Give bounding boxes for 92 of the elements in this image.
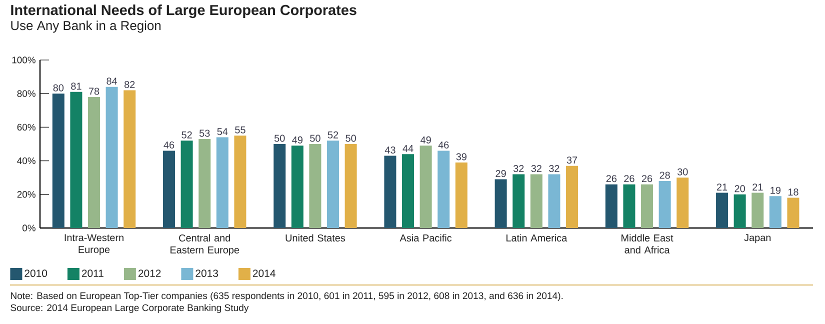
y-tick-label: 20% [17,191,36,198]
bar [124,90,136,228]
bar [70,92,82,228]
bar [734,194,746,228]
data-label: 19 [770,186,780,194]
data-label: 21 [716,184,728,191]
y-tick-label: 0% [22,224,36,232]
data-label: 30 [677,168,688,176]
bar [676,178,689,228]
legend-label: 2014 [252,270,276,278]
bar [52,94,64,228]
legend-label: 2012 [138,270,161,278]
bar [163,150,176,228]
y-tick-label: 60% [17,124,36,131]
bar [216,137,228,228]
data-label: 49 [420,136,431,144]
bar [327,140,340,228]
source-note: Source: 2014 European Large Corporate Banking Study [10,304,249,313]
data-label: 18 [788,188,798,196]
bar [716,192,728,228]
data-label: 26 [642,175,652,182]
data-label: 53 [199,130,210,137]
x-tick-label: Japan [744,234,771,244]
y-tick-label: 80% [17,90,36,97]
data-label: 82 [124,80,135,88]
bar [605,184,618,228]
x-tick-label: Central and Eastern Europe [170,234,240,256]
bar [438,150,450,228]
data-label: 26 [606,175,617,182]
bar [198,138,211,228]
y-tick-label: 40% [17,157,36,164]
data-label: 26 [624,175,634,182]
data-label: 55 [235,126,246,134]
bar [402,154,414,228]
data-label: 78 [88,88,100,95]
legend-label: 2011 [82,270,104,278]
bar [787,198,800,228]
data-label: 46 [164,141,174,149]
bar [106,86,118,228]
y-tick-label: 100% [12,56,36,64]
data-label: 80 [53,84,64,92]
data-label: 52 [328,131,338,138]
data-label: 32 [513,164,524,172]
bar [530,174,542,228]
data-label: 29 [496,170,506,178]
data-label: 52 [182,131,192,138]
bar [180,140,193,228]
bar [344,144,357,228]
data-label: 84 [106,78,118,85]
x-tick-label: United States [286,234,346,242]
data-label: 39 [456,153,466,160]
bar [274,144,286,228]
bar [623,184,636,228]
text: Note: Based on European Top-Tier companies (635 respondents in 2010, 601 in 2011, 595 in 2012, 608 in 2013, and 636 in 2014). [10,292,563,301]
data-label: 32 [531,164,542,172]
bar [309,144,322,228]
chart-title: International Needs of Large European Corporates [11,4,356,18]
data-label: 37 [566,156,578,164]
data-label: 50 [310,134,320,142]
bar [494,179,507,228]
bar [752,192,764,228]
x-tick-label: Middle East and Africa [622,234,674,254]
bar [88,96,100,228]
chart-subtitle: Use Any Bank in a Region [11,20,161,33]
data-label: 44 [402,145,414,152]
data-label: 32 [549,164,560,172]
data-label: 28 [660,172,670,179]
bar [420,146,432,228]
bar [455,162,468,228]
legend-label: 2010 [24,270,48,278]
data-label: 21 [752,184,763,191]
bar [291,146,304,228]
data-label: 81 [71,82,82,90]
x-tick-label: Asia Pacific [400,234,452,242]
bar [384,156,396,228]
bar [641,184,654,228]
bar [658,180,671,228]
legend-label: 2013 [196,270,218,278]
data-label: 50 [274,134,285,142]
bar [548,174,560,228]
x-tick-label: Latin America [506,234,568,242]
data-label: 54 [217,128,228,136]
x-tick-label: Intra-Western Europe [64,234,124,256]
data-label: 43 [384,146,396,154]
bar [512,174,525,228]
data-label: 46 [438,141,449,149]
data-label: 20 [734,185,745,192]
bar [566,166,578,228]
data-label: 50 [346,134,356,142]
data-label: 49 [292,136,302,144]
bar [769,196,782,228]
bar [234,136,246,228]
